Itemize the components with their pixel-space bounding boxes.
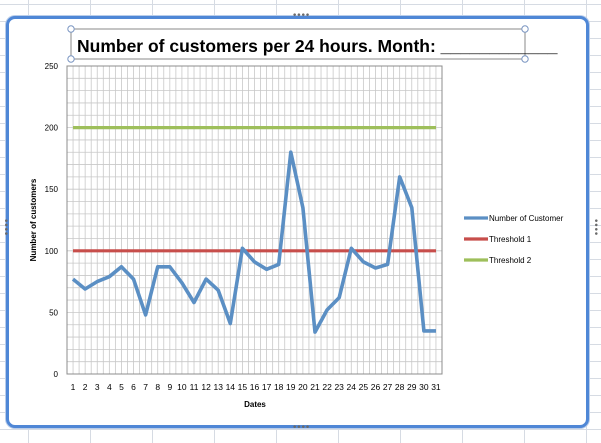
series-lines — [71, 125, 436, 334]
x-tick-label: 14 — [226, 382, 236, 392]
legend[interactable]: Number of Customer Threshold 1 Threshold 2 — [464, 214, 564, 265]
chart-title-box[interactable] — [70, 28, 526, 60]
y-tick-label: 200 — [45, 124, 59, 133]
x-tick-label: 6 — [131, 382, 136, 392]
y-axis-ticks: 0 50 100 150 200 250 — [45, 62, 59, 379]
x-tick-label: 2 — [83, 382, 88, 392]
x-tick-label: 21 — [310, 382, 320, 392]
x-tick-label: 25 — [359, 382, 369, 392]
x-tick-label: 28 — [395, 382, 405, 392]
x-tick-label: 22 — [322, 382, 332, 392]
x-tick-label: 30 — [419, 382, 429, 392]
x-tick-label: 5 — [119, 382, 124, 392]
right-resize-handle[interactable]: •••• — [590, 218, 600, 236]
y-tick-label: 100 — [45, 247, 59, 256]
x-tick-label: 13 — [213, 382, 223, 392]
gridlines — [67, 66, 442, 374]
x-tick-label: 19 — [286, 382, 296, 392]
x-tick-label: 8 — [155, 382, 160, 392]
x-tick-label: 3 — [95, 382, 100, 392]
x-tick-label: 11 — [190, 382, 199, 392]
x-axis-label: Dates — [244, 400, 266, 409]
x-tick-label: 18 — [274, 382, 284, 392]
x-tick-label: 23 — [334, 382, 344, 392]
series-line-number-of-customer — [71, 150, 436, 334]
x-tick-label: 20 — [298, 382, 308, 392]
x-tick-label: 31 — [431, 382, 441, 392]
x-tick-label: 26 — [371, 382, 381, 392]
x-tick-label: 29 — [407, 382, 417, 392]
left-resize-handle[interactable]: •••• — [0, 218, 10, 236]
top-resize-handle[interactable]: •••• — [292, 11, 310, 21]
title-selection-handle[interactable] — [521, 25, 529, 33]
x-tick-label: 10 — [177, 382, 187, 392]
legend-label: Number of Customer — [489, 214, 564, 223]
x-tick-label: 1 — [71, 382, 76, 392]
x-tick-label: 7 — [143, 382, 148, 392]
title-selection-handle[interactable] — [67, 55, 75, 63]
y-axis-label: Number of customers — [29, 178, 38, 261]
x-tick-label: 24 — [347, 382, 357, 392]
x-tick-label: 9 — [167, 382, 172, 392]
chart-title: Number of customers per 24 hours. Month:… — [77, 36, 558, 56]
legend-label: Threshold 1 — [489, 235, 532, 244]
x-axis-ticks: 1 2 3 4 5 6 7 8 9 10 11 12 13 14 15 16 17 18 19 20 21 22 23 24 2… — [71, 382, 441, 392]
x-tick-label: 17 — [262, 382, 272, 392]
x-tick-label: 27 — [383, 382, 393, 392]
bottom-resize-handle[interactable]: •••• — [292, 423, 310, 433]
x-tick-label: 4 — [107, 382, 112, 392]
x-tick-label: 16 — [250, 382, 260, 392]
legend-label: Threshold 2 — [489, 256, 532, 265]
y-tick-label: 250 — [45, 62, 59, 71]
title-selection-handle[interactable] — [67, 25, 75, 33]
x-tick-label: 15 — [238, 382, 248, 392]
title-selection-handle[interactable] — [521, 55, 529, 63]
y-tick-label: 50 — [49, 308, 58, 317]
plot-area — [66, 65, 443, 375]
y-tick-label: 150 — [45, 185, 59, 194]
y-tick-label: 0 — [54, 370, 59, 379]
x-tick-label: 12 — [201, 382, 211, 392]
